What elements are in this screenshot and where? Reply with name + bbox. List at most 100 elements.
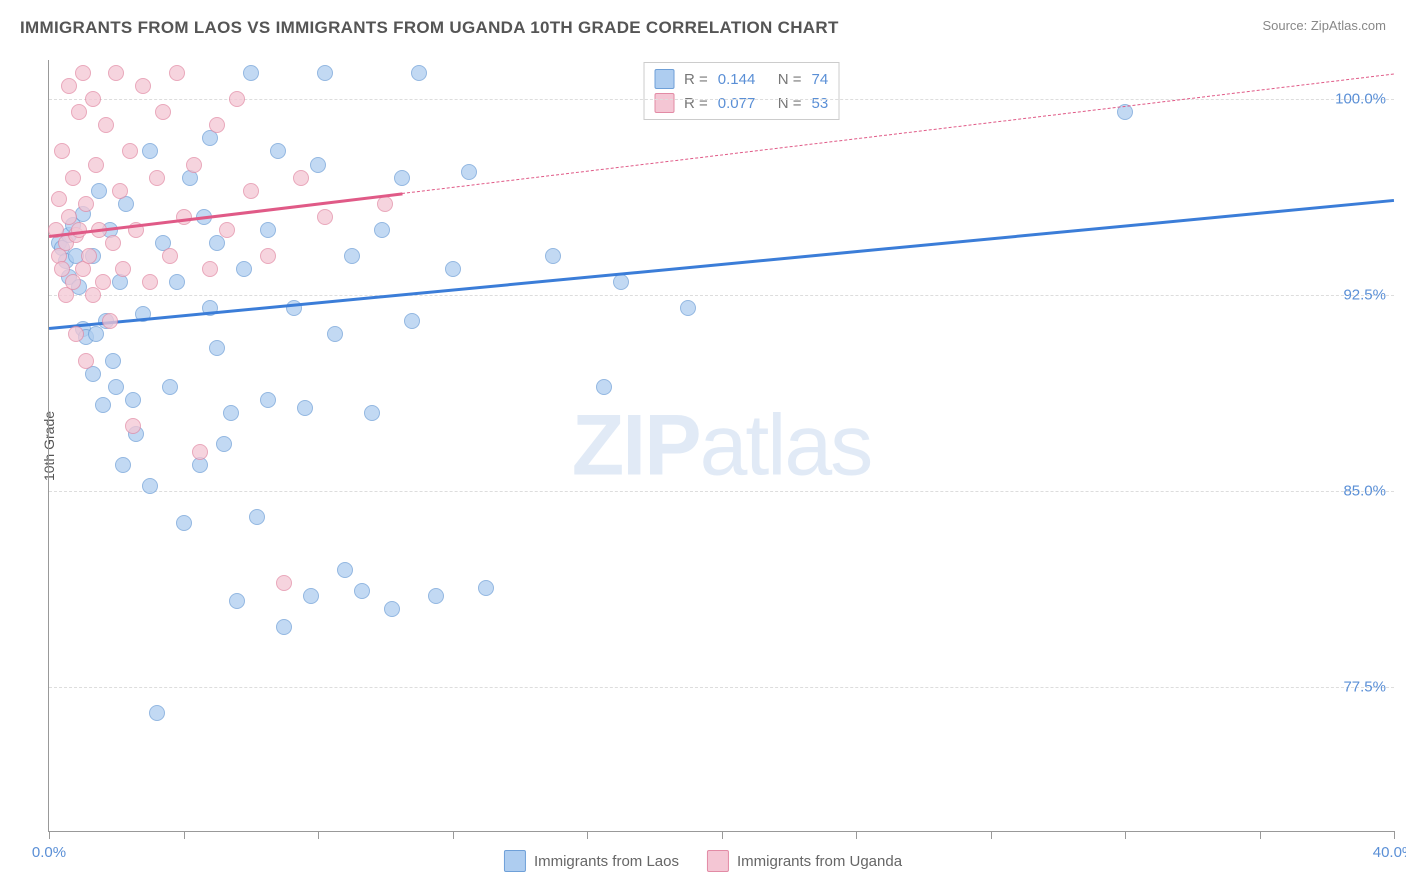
gridline (49, 491, 1394, 492)
data-point (216, 436, 232, 452)
data-point (270, 143, 286, 159)
data-point (108, 65, 124, 81)
data-point (303, 588, 319, 604)
data-point (209, 235, 225, 251)
data-point (317, 209, 333, 225)
data-point (327, 326, 343, 342)
data-point (162, 248, 178, 264)
data-point (169, 274, 185, 290)
data-point (51, 191, 67, 207)
scatter-chart: ZIPatlas R =0.144N =74R =0.077N =53 100.… (48, 60, 1394, 832)
r-label: R = (684, 95, 708, 112)
data-point (102, 313, 118, 329)
data-point (337, 562, 353, 578)
data-point (78, 196, 94, 212)
data-point (61, 78, 77, 94)
x-tick (1260, 831, 1261, 839)
data-point (162, 379, 178, 395)
data-point (404, 313, 420, 329)
data-point (680, 300, 696, 316)
x-tick (1394, 831, 1395, 839)
data-point (105, 353, 121, 369)
data-point (91, 183, 107, 199)
data-point (142, 143, 158, 159)
x-tick (1125, 831, 1126, 839)
y-tick-label: 77.5% (1343, 679, 1386, 696)
legend-swatch (504, 850, 526, 872)
data-point (354, 583, 370, 599)
data-point (310, 157, 326, 173)
legend-label: Immigrants from Uganda (737, 853, 902, 870)
data-point (112, 183, 128, 199)
data-point (236, 261, 252, 277)
gridline (49, 687, 1394, 688)
data-point (125, 392, 141, 408)
data-point (149, 170, 165, 186)
data-point (122, 143, 138, 159)
r-label: R = (684, 71, 708, 88)
data-point (95, 397, 111, 413)
data-point (411, 65, 427, 81)
r-value: 0.077 (718, 95, 768, 112)
data-point (68, 326, 84, 342)
legend-swatch (654, 93, 674, 113)
x-tick (991, 831, 992, 839)
source-attribution: Source: ZipAtlas.com (1262, 18, 1386, 33)
data-point (142, 274, 158, 290)
data-point (54, 143, 70, 159)
data-point (209, 117, 225, 133)
correlation-legend: R =0.144N =74R =0.077N =53 (643, 62, 839, 120)
data-point (65, 274, 81, 290)
data-point (149, 705, 165, 721)
data-point (85, 91, 101, 107)
data-point (186, 157, 202, 173)
data-point (78, 353, 94, 369)
data-point (243, 65, 259, 81)
data-point (384, 601, 400, 617)
data-point (229, 91, 245, 107)
data-point (81, 248, 97, 264)
data-point (260, 248, 276, 264)
y-tick-label: 85.0% (1343, 483, 1386, 500)
n-label: N = (778, 95, 802, 112)
legend-label: Immigrants from Laos (534, 853, 679, 870)
legend-item: Immigrants from Laos (504, 850, 679, 872)
gridline (49, 295, 1394, 296)
data-point (344, 248, 360, 264)
legend-row: R = 0.077 N = 53 (654, 91, 828, 115)
data-point (142, 478, 158, 494)
gridline (49, 99, 1394, 100)
x-tick (722, 831, 723, 839)
watermark: ZIPatlas (572, 396, 871, 495)
data-point (364, 405, 380, 421)
data-point (169, 65, 185, 81)
x-tick (856, 831, 857, 839)
data-point (317, 65, 333, 81)
legend-item: Immigrants from Uganda (707, 850, 902, 872)
data-point (85, 287, 101, 303)
y-tick-label: 92.5% (1343, 287, 1386, 304)
legend-swatch (707, 850, 729, 872)
x-tick-label: 0.0% (32, 844, 66, 861)
x-tick (49, 831, 50, 839)
data-point (478, 580, 494, 596)
data-point (249, 509, 265, 525)
data-point (223, 405, 239, 421)
x-tick (184, 831, 185, 839)
chart-title: IMMIGRANTS FROM LAOS VS IMMIGRANTS FROM … (20, 18, 839, 38)
data-point (88, 157, 104, 173)
data-point (88, 326, 104, 342)
trend-line (402, 73, 1394, 193)
n-value: 74 (812, 71, 829, 88)
data-point (461, 164, 477, 180)
data-point (428, 588, 444, 604)
data-point (115, 261, 131, 277)
data-point (276, 619, 292, 635)
data-point (202, 261, 218, 277)
n-value: 53 (812, 95, 829, 112)
legend-row: R =0.144N =74 (654, 67, 828, 91)
data-point (95, 274, 111, 290)
x-tick (453, 831, 454, 839)
data-point (445, 261, 461, 277)
data-point (115, 457, 131, 473)
